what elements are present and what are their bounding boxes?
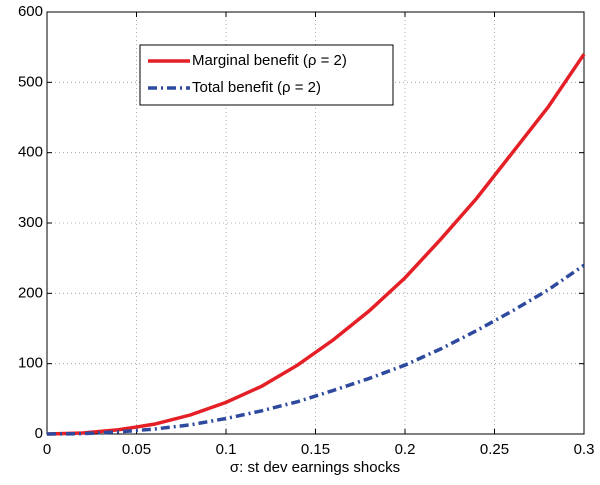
x-tick-label: 0.1 bbox=[216, 441, 237, 458]
y-tick-label: 600 bbox=[18, 3, 43, 20]
x-tick-label: 0 bbox=[43, 441, 51, 458]
x-tick-label: 0.05 bbox=[122, 441, 151, 458]
y-tick-label: 500 bbox=[18, 73, 43, 90]
x-tick-label: 0.2 bbox=[395, 441, 416, 458]
x-tick-label: 0.15 bbox=[301, 441, 330, 458]
x-tick-label: 0.3 bbox=[574, 441, 595, 458]
x-axis-label: σ: st dev earnings shocks bbox=[230, 459, 400, 476]
legend-box bbox=[139, 44, 394, 106]
data-line bbox=[46, 263, 585, 436]
y-tick-label: 0 bbox=[35, 425, 43, 442]
y-tick-label: 100 bbox=[18, 355, 43, 372]
data-line bbox=[46, 53, 586, 436]
y-tick-label: 400 bbox=[18, 144, 43, 161]
y-tick-label: 300 bbox=[18, 214, 43, 231]
legend-label: Total benefit (ρ = 2) bbox=[192, 79, 321, 96]
y-tick-label: 200 bbox=[18, 284, 43, 301]
legend-label: Marginal benefit (ρ = 2) bbox=[192, 52, 347, 69]
x-tick-label: 0.25 bbox=[480, 441, 509, 458]
plot-frame bbox=[46, 11, 585, 435]
